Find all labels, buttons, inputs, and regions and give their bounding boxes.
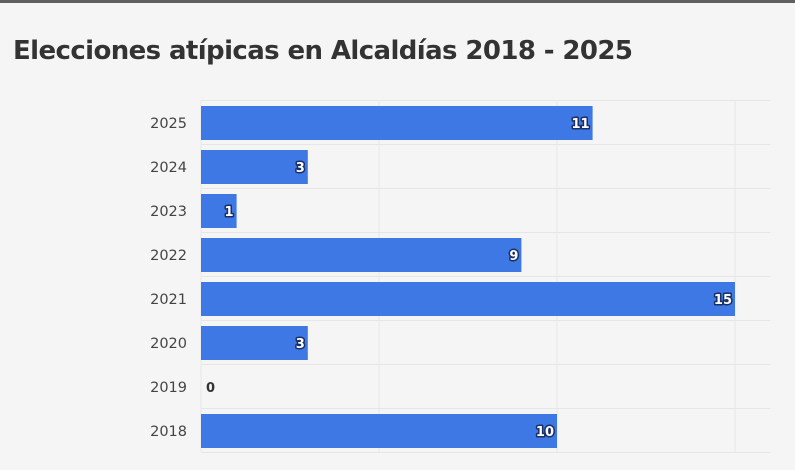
tick-label-2022: 2022 (150, 248, 187, 264)
data-label-2022: 9 (509, 249, 518, 264)
bar-2022 (201, 238, 522, 272)
tick-label-2018: 2018 (150, 424, 187, 440)
data-label-2021: 15 (714, 293, 732, 308)
tick-label-2021: 2021 (150, 292, 187, 308)
bar-2025 (201, 106, 593, 140)
bar-2024 (201, 150, 308, 184)
data-label-2019: 0 (206, 381, 215, 396)
tick-label-2020: 2020 (150, 336, 187, 352)
data-labels: 11 3 1 9 15 3 0 10 (206, 116, 734, 442)
bar-2020 (201, 326, 308, 360)
tick-label-2024: 2024 (150, 160, 187, 176)
data-label-2025: 11 (572, 117, 590, 132)
data-label-2023: 1 (225, 205, 234, 220)
bar-2023 (201, 194, 237, 228)
bar-2018 (201, 414, 557, 448)
bars (201, 106, 735, 448)
tick-label-2025: 2025 (150, 116, 187, 132)
bar-chart: 2025 2024 2023 2022 2021 2020 2019 2018 11 3 1 9 15… (150, 100, 770, 453)
bar-2021 (201, 282, 735, 316)
data-label-2024: 3 (296, 161, 305, 176)
tick-label-2023: 2023 (150, 204, 187, 220)
tick-label-2019: 2019 (150, 380, 187, 396)
y-axis-tick-labels: 2025 2024 2023 2022 2021 2020 2019 2018 (150, 116, 187, 440)
data-label-2018: 10 (536, 425, 554, 440)
data-label-2020: 3 (296, 337, 305, 352)
chart-title: Elecciones atípicas en Alcaldías 2018 - … (13, 36, 633, 66)
gridlines (200, 100, 770, 453)
